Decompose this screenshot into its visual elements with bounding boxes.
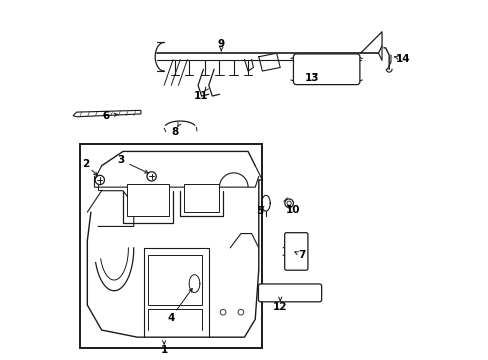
Bar <box>183 184 219 212</box>
FancyBboxPatch shape <box>284 233 307 270</box>
Text: 6: 6 <box>102 111 110 121</box>
Text: 13: 13 <box>304 73 318 83</box>
Text: 1: 1 <box>160 345 167 355</box>
FancyBboxPatch shape <box>293 54 359 85</box>
Bar <box>126 184 169 216</box>
Text: 3: 3 <box>118 156 124 165</box>
Text: 11: 11 <box>193 91 208 101</box>
Text: 8: 8 <box>171 127 178 137</box>
Text: 5: 5 <box>256 206 263 216</box>
Bar <box>148 255 201 305</box>
Text: 10: 10 <box>285 205 299 215</box>
Text: 7: 7 <box>297 250 305 260</box>
Text: 14: 14 <box>395 54 410 64</box>
Text: 9: 9 <box>217 39 224 49</box>
Bar <box>80 144 262 348</box>
Text: 2: 2 <box>82 159 89 169</box>
Text: 4: 4 <box>167 312 175 323</box>
FancyBboxPatch shape <box>258 284 321 302</box>
Text: 12: 12 <box>272 302 287 312</box>
